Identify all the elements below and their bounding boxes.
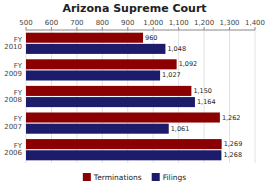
tick-label: 500 [19, 19, 32, 27]
x-axis: 500 600 700 800 900 1,000 1,100 1,200 1,300 1,400 [19, 19, 265, 30]
bar [26, 150, 221, 160]
bar [26, 124, 169, 134]
legend-swatch [83, 173, 91, 181]
data-label: 1,164 [197, 98, 216, 106]
legend-label: Filings [163, 173, 187, 182]
bar [26, 112, 220, 122]
data-label: 1,092 [179, 60, 198, 68]
data-label: 1,150 [193, 87, 212, 95]
tick-label: 1,300 [220, 19, 240, 27]
tick-label: 1,000 [143, 19, 163, 27]
legend-item: Filings [152, 173, 187, 182]
category-label: FY2007 [4, 115, 23, 131]
grid-line [255, 30, 256, 163]
tick-label: 800 [96, 19, 109, 27]
page: {"chart_data": { "type": "bar", "orienta… [0, 0, 269, 187]
legend-item: Terminations [83, 173, 142, 182]
y-axis: FY2010 FY2009 FY2008 FY2007 FY2006 [4, 36, 23, 158]
bar [26, 86, 191, 96]
bar [26, 44, 165, 54]
category-label: FY2010 [4, 36, 23, 52]
tick-label: 1,200 [194, 19, 214, 27]
data-label: 1,262 [222, 114, 241, 122]
chart: Arizona Supreme Court 500 600 700 800 900 1,00… [0, 0, 269, 187]
data-labels: 960 1,048 1,092 1,027 1,150 1,164 1,262 1,061 1,… [145, 34, 242, 160]
category-label: FY2008 [4, 89, 23, 105]
category-label: FY2006 [4, 142, 23, 158]
data-label: 1,048 [167, 45, 186, 53]
bar [26, 97, 195, 107]
bar [26, 33, 143, 43]
data-label: 1,268 [223, 151, 242, 159]
category-line: 2010 [4, 43, 22, 51]
data-label: 1,269 [224, 140, 243, 148]
bar [26, 59, 177, 69]
category-line: 2006 [4, 149, 22, 157]
tick-label: 1,400 [245, 19, 265, 27]
bar [26, 139, 222, 149]
category-line: 2008 [4, 96, 22, 104]
tick-label: 1,100 [169, 19, 189, 27]
legend-label: Terminations [93, 173, 142, 182]
axis-line [26, 30, 255, 31]
tick-label: 700 [70, 19, 83, 27]
data-label: 1,027 [162, 71, 181, 79]
tick-label: 600 [45, 19, 58, 27]
legend: Terminations Filings [83, 173, 186, 182]
category-label: FY2009 [4, 62, 23, 78]
legend-swatch [152, 173, 160, 181]
data-label: 1,061 [171, 125, 190, 133]
bar [26, 70, 160, 80]
bars [26, 33, 222, 161]
category-line: 2007 [4, 123, 22, 131]
grid [26, 30, 255, 163]
tick-label: 900 [121, 19, 134, 27]
data-label: 960 [145, 34, 157, 42]
category-line: 2009 [4, 70, 22, 78]
title: Arizona Supreme Court [62, 2, 206, 15]
